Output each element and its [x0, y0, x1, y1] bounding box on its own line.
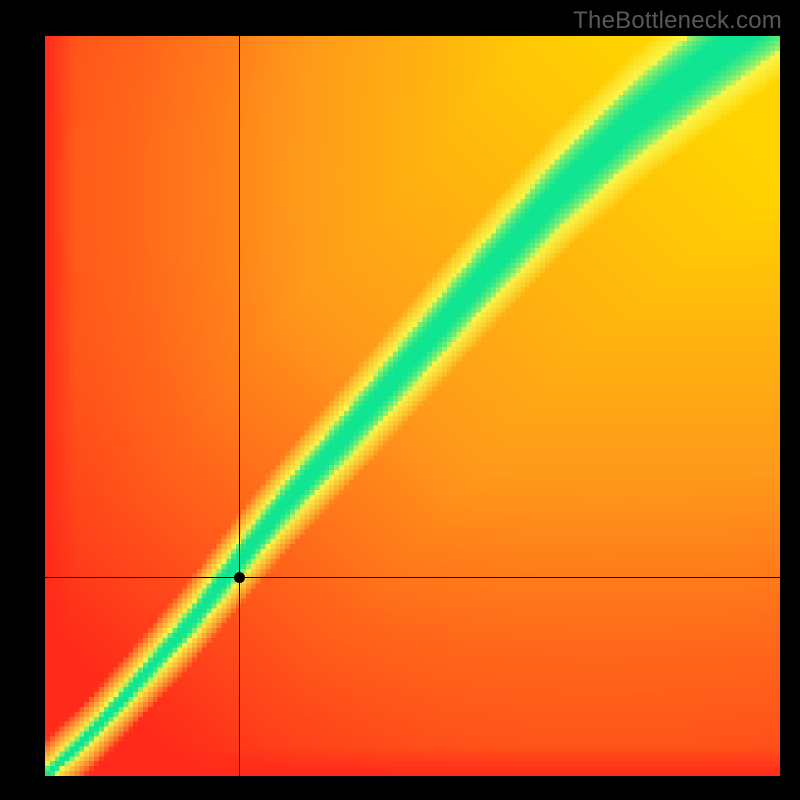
plot-area — [45, 36, 780, 776]
crosshair-vertical — [239, 36, 240, 776]
crosshair-horizontal — [45, 577, 780, 578]
watermark-text: TheBottleneck.com — [573, 7, 782, 35]
heatmap-canvas — [45, 36, 780, 776]
crosshair-marker — [233, 571, 246, 584]
